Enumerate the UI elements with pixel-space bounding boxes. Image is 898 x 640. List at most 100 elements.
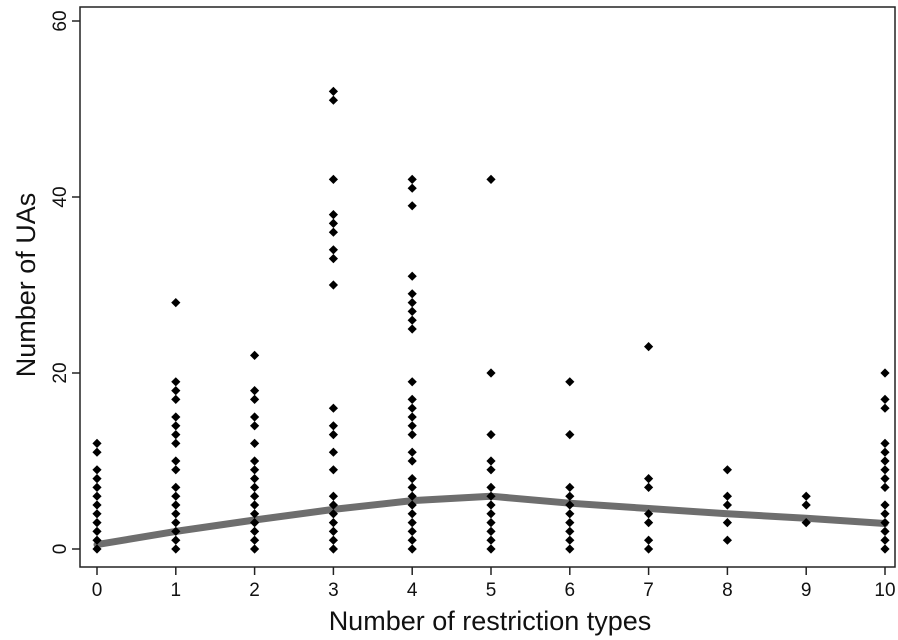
- data-point: [880, 509, 890, 519]
- data-point: [565, 535, 575, 545]
- data-point: [486, 518, 496, 528]
- data-point: [880, 403, 890, 413]
- data-point: [486, 491, 496, 501]
- data-point: [250, 386, 260, 396]
- data-point: [486, 500, 496, 510]
- data-point: [565, 491, 575, 501]
- data-point: [880, 456, 890, 466]
- data-point: [171, 544, 181, 554]
- data-point: [880, 526, 890, 536]
- y-tick-label: 40: [50, 186, 71, 207]
- data-point: [801, 491, 811, 501]
- data-point: [644, 544, 654, 554]
- data-point: [407, 535, 417, 545]
- data-point: [250, 456, 260, 466]
- x-tick-label: 10: [874, 580, 895, 601]
- data-point: [722, 500, 732, 510]
- data-point: [92, 438, 102, 448]
- data-point: [328, 430, 338, 440]
- x-tick-label: 6: [565, 580, 576, 601]
- data-point: [407, 518, 417, 528]
- data-point: [407, 377, 417, 387]
- data-point: [171, 491, 181, 501]
- data-point: [171, 386, 181, 396]
- x-tick-label: 3: [328, 580, 339, 601]
- data-point: [171, 500, 181, 510]
- data-point: [328, 447, 338, 457]
- data-point: [171, 298, 181, 308]
- data-point: [644, 342, 654, 352]
- data-point: [407, 201, 417, 211]
- data-point: [250, 535, 260, 545]
- x-tick-label: 1: [171, 580, 182, 601]
- data-point: [250, 518, 260, 528]
- data-point: [407, 183, 417, 193]
- data-point: [801, 518, 811, 528]
- data-point: [328, 227, 338, 237]
- data-point: [565, 526, 575, 536]
- data-point: [486, 526, 496, 536]
- data-point: [328, 86, 338, 96]
- data-point: [644, 509, 654, 519]
- data-point: [328, 491, 338, 501]
- data-point: [565, 482, 575, 492]
- data-point: [171, 421, 181, 431]
- plot-frame: [79, 6, 896, 568]
- data-point: [801, 500, 811, 510]
- data-point: [328, 421, 338, 431]
- data-point: [92, 509, 102, 519]
- y-tick-label: 20: [50, 362, 71, 383]
- data-point: [407, 324, 417, 334]
- data-point: [328, 254, 338, 264]
- data-point: [644, 535, 654, 545]
- y-tick-label: 0: [50, 544, 71, 555]
- data-point: [486, 430, 496, 440]
- data-point: [250, 474, 260, 484]
- x-tick-label: 0: [92, 580, 103, 601]
- data-point: [328, 210, 338, 220]
- data-point: [328, 509, 338, 519]
- data-point: [407, 306, 417, 316]
- data-point: [407, 474, 417, 484]
- x-tick-label: 8: [722, 580, 733, 601]
- data-point: [565, 430, 575, 440]
- data-point: [407, 526, 417, 536]
- data-point: [171, 518, 181, 528]
- data-point: [250, 465, 260, 475]
- y-axis-title: Number of UAs: [11, 193, 41, 378]
- data-point: [407, 430, 417, 440]
- data-point: [328, 544, 338, 554]
- data-point: [92, 526, 102, 536]
- data-point: [250, 526, 260, 536]
- data-point: [92, 447, 102, 457]
- data-point: [171, 377, 181, 387]
- data-point: [171, 430, 181, 440]
- data-point: [644, 518, 654, 528]
- data-point: [407, 298, 417, 308]
- y-axis: 0 20 40 60: [50, 10, 80, 554]
- x-axis-title: Number of restriction types: [329, 606, 652, 636]
- data-point: [880, 518, 890, 528]
- data-point: [486, 535, 496, 545]
- data-point: [407, 544, 417, 554]
- data-point: [407, 271, 417, 281]
- data-point: [486, 368, 496, 378]
- data-point: [880, 482, 890, 492]
- data-point: [250, 421, 260, 431]
- data-point: [880, 438, 890, 448]
- data-point: [250, 491, 260, 501]
- data-point: [407, 447, 417, 457]
- x-tick-label: 7: [643, 580, 654, 601]
- data-point: [407, 315, 417, 325]
- data-point: [407, 174, 417, 184]
- data-point: [92, 491, 102, 501]
- data-point: [328, 245, 338, 255]
- data-point: [328, 403, 338, 413]
- data-point: [250, 412, 260, 422]
- x-axis: 0 1 2 3 4 5 6 7 8 9 10: [92, 567, 896, 601]
- data-point: [328, 280, 338, 290]
- data-point: [407, 491, 417, 501]
- data-point: [171, 535, 181, 545]
- data-point: [880, 447, 890, 457]
- data-point: [880, 465, 890, 475]
